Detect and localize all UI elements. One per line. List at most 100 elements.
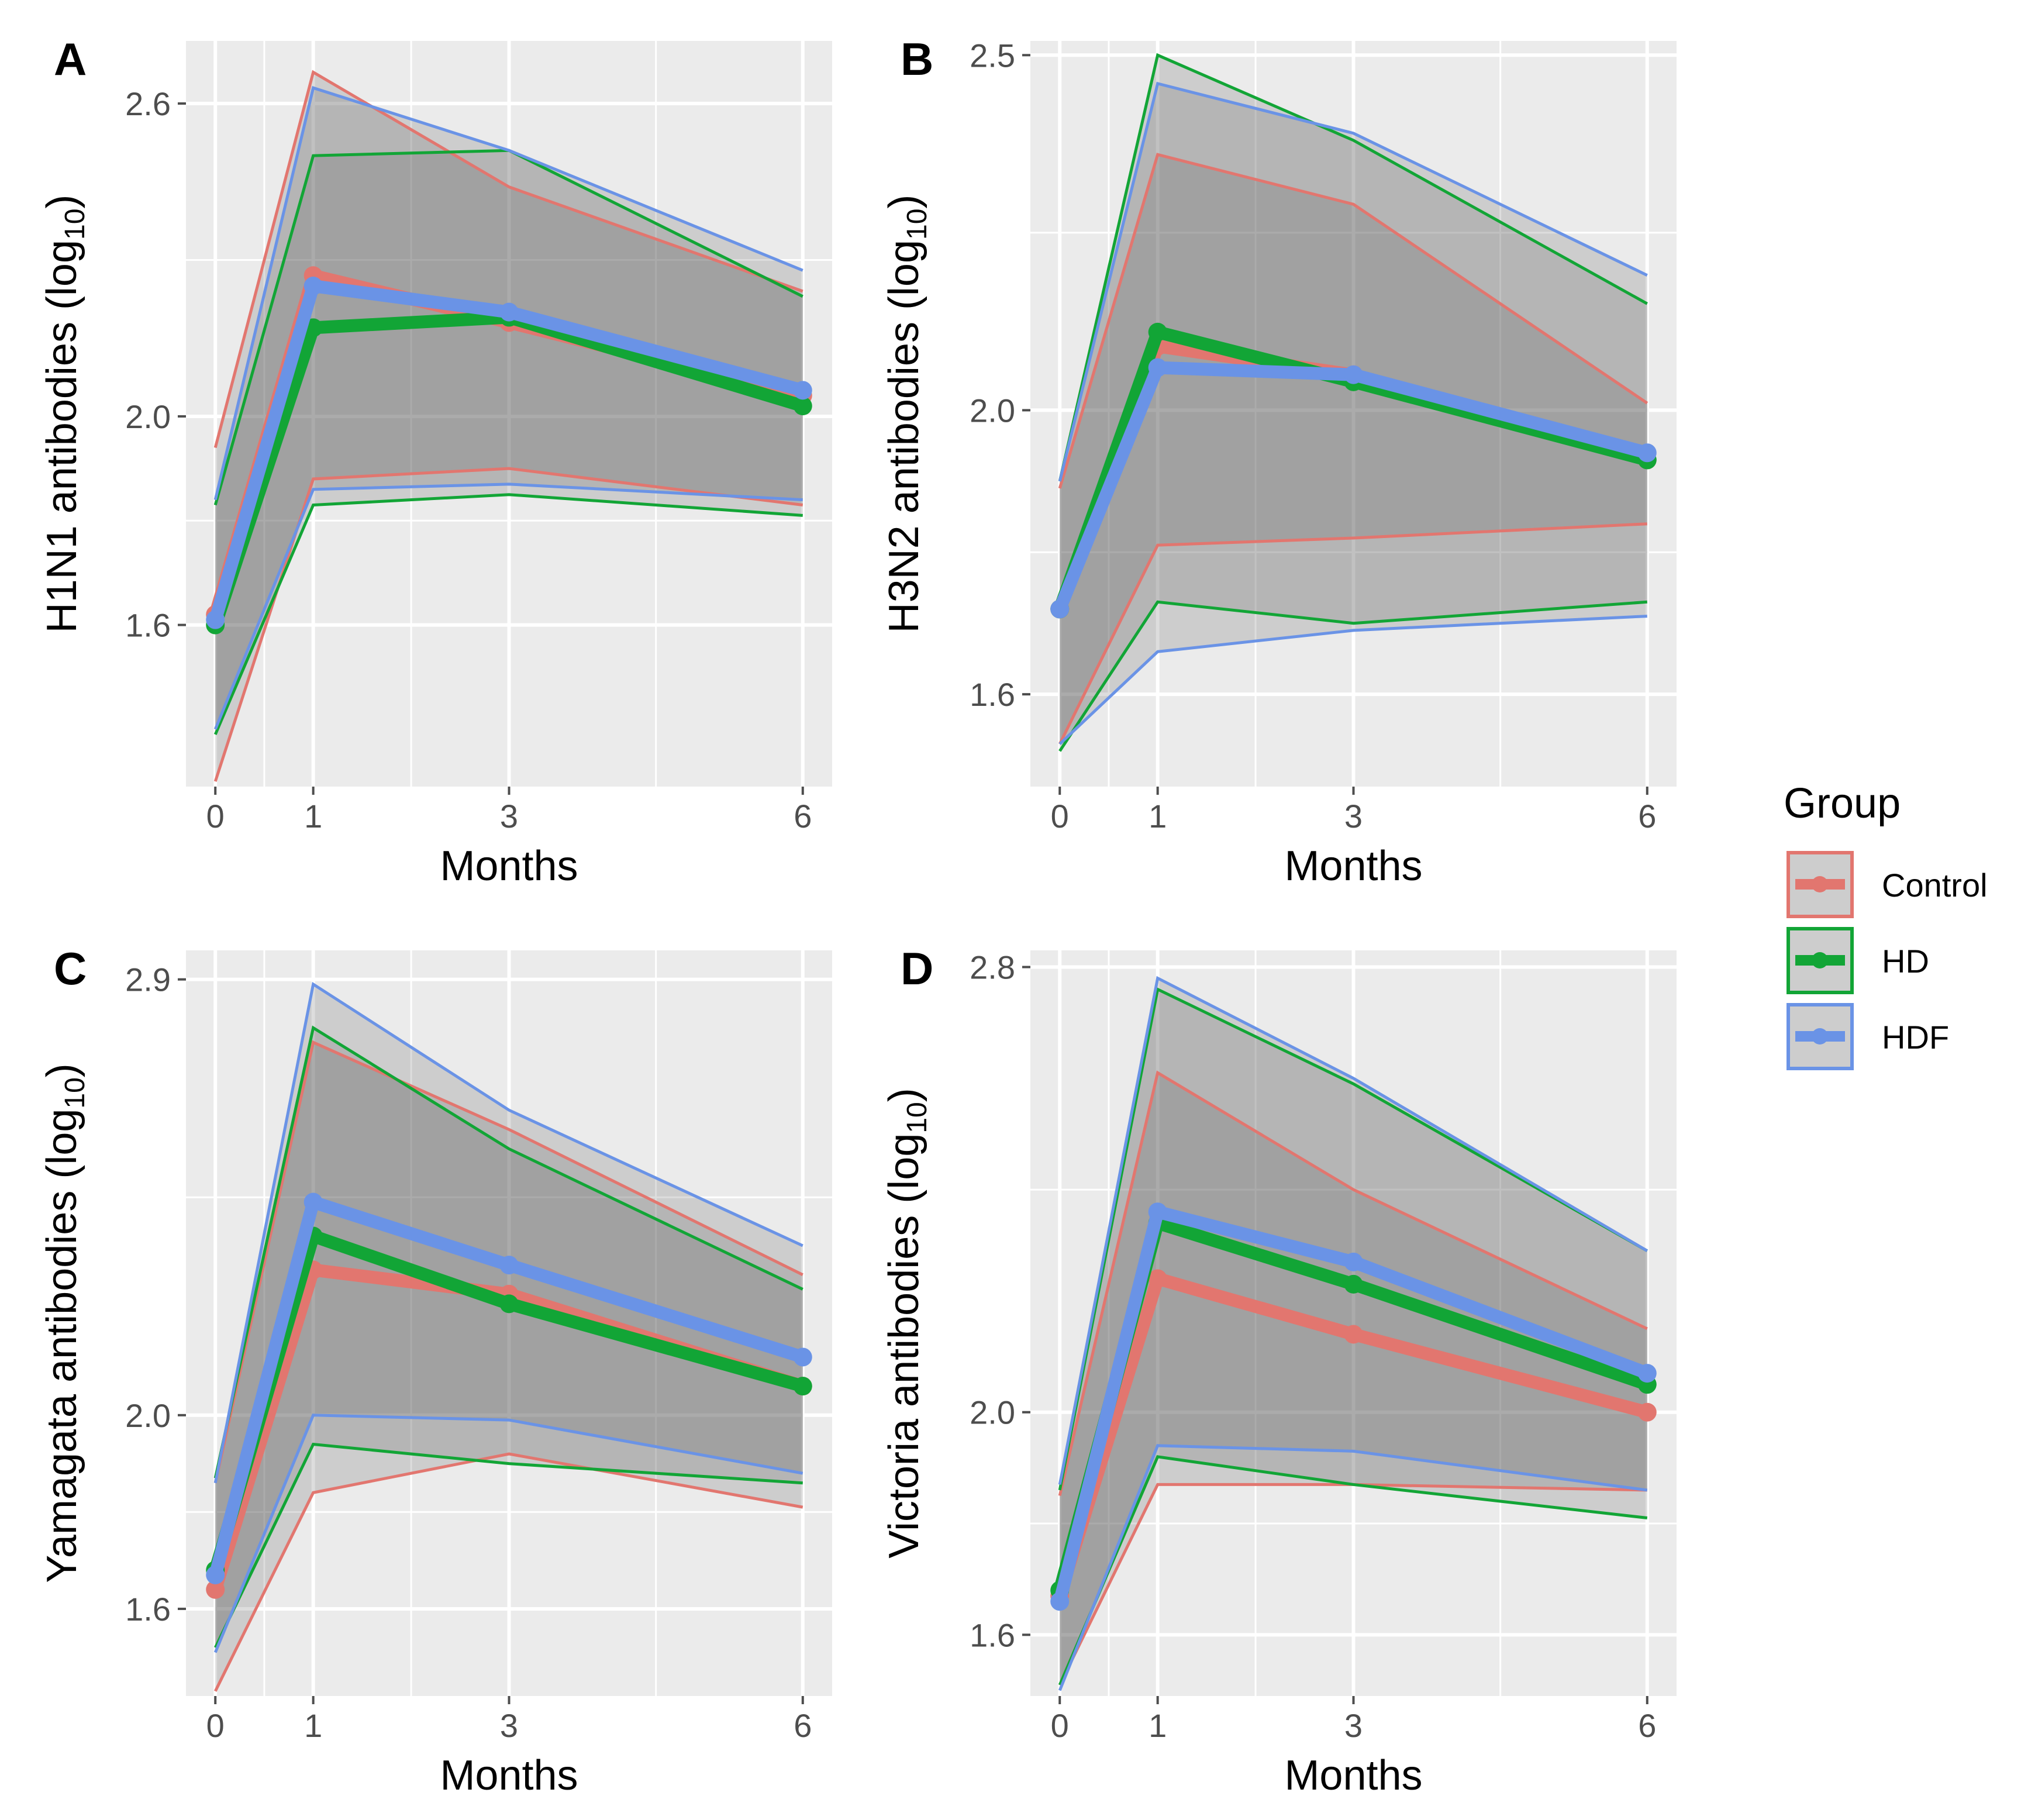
upper-bound-line-control [1058, 1070, 1648, 1497]
panel-b: 0 1 3 6 1.6 2.0 2.5 Months H3N2 antibodies (log1… [881, 33, 1677, 890]
mean-point-hd [793, 397, 812, 416]
y-tick-label: 2.0 [970, 1394, 1015, 1431]
legend-label-hd: HD [1882, 943, 1929, 980]
y-tick-label: 2.0 [125, 398, 171, 435]
panel-label: A [54, 33, 87, 85]
y-tick-label: 1.6 [125, 607, 171, 644]
upper-bound-line-hd [213, 149, 803, 506]
y-axis-title: H3N2 antibodies (log10) [881, 195, 933, 633]
x-tick-label: 1 [304, 1707, 322, 1744]
y-axis-title: Yamagata antibodies (log10) [39, 1063, 91, 1583]
mean-point-hdf [793, 1347, 812, 1367]
mean-point-hdf [1344, 1252, 1363, 1271]
y-axis-title-main: H1N1 antibodies (log [39, 240, 85, 633]
x-tick-label: 3 [1344, 1707, 1363, 1744]
mean-line-hdf [1054, 361, 1649, 612]
mean-line-hdf [1053, 1205, 1650, 1603]
upper-bound-line-hd [213, 1025, 803, 1478]
lower-bound-line-hdf [213, 482, 803, 730]
y-axis-title-close: ) [881, 1088, 927, 1102]
legend-key-point [1812, 952, 1828, 968]
ribbon-control [215, 72, 803, 782]
ribbon-control [1060, 154, 1647, 744]
lower-bound-line-control [213, 467, 803, 782]
x-tick-label: 1 [304, 798, 322, 835]
mean-point-hdf [304, 277, 323, 296]
legend-label-hdf: HDF [1882, 1019, 1949, 1056]
y-axis-title: H1N1 antibodies (log10) [39, 195, 91, 633]
panel-c: 0 1 3 6 1.6 2.0 2.9 Months Yamagata antibodies (… [39, 943, 832, 1799]
legend-key-point [1812, 1028, 1828, 1045]
lower-bound-line-hd [1058, 600, 1647, 752]
ribbon-hdf [215, 88, 803, 729]
mean-point-control [1637, 1402, 1657, 1422]
x-tick-label: 3 [500, 1707, 518, 1744]
mean-point-hd [1148, 322, 1167, 342]
lower-bound-line-control [1058, 1483, 1647, 1686]
x-axis-title: Months [1284, 1752, 1422, 1799]
y-tick-label: 1.6 [125, 1591, 171, 1628]
x-axis-title: Months [1284, 843, 1422, 890]
upper-bound-line-hdf [1058, 976, 1648, 1485]
y-axis-title: Victoria antibodies (log10) [881, 1088, 933, 1558]
mean-line-hd [209, 311, 805, 628]
legend-entry-hd: HD [1787, 927, 1929, 994]
lower-bound-line-hd [213, 1442, 803, 1649]
y-axis-title-subscript: 10 [60, 1077, 91, 1108]
mean-point-hdf [793, 381, 812, 400]
y-axis-title-subscript: 10 [902, 209, 933, 240]
x-tick-label: 6 [794, 798, 812, 835]
legend-key-point [1812, 876, 1828, 892]
y-tick-label: 2.5 [970, 37, 1015, 74]
upper-bound-line-control [1058, 153, 1648, 489]
y-axis-title-main: H3N2 antibodies (log [881, 240, 927, 633]
y-axis-title-subscript: 10 [60, 209, 91, 240]
y-axis-title-close: ) [39, 195, 85, 209]
y-tick-label: 1.6 [970, 1616, 1015, 1653]
lower-bound-line-hdf [213, 1414, 803, 1653]
panel-d: 0 1 3 6 1.6 2.0 2.8 Months Victoria antibodies (… [881, 943, 1677, 1799]
x-axis-title: Months [440, 1752, 578, 1799]
legend-label-control: Control [1882, 867, 1988, 904]
mean-point-hdf [1148, 358, 1167, 377]
legend-keys: Control HD HDF [1787, 851, 1988, 1070]
x-tick-label: 1 [1149, 1707, 1167, 1744]
lower-bound-line-hdf [1058, 1444, 1648, 1691]
lower-bound-line-hd [213, 493, 803, 735]
mean-point-hdf [1148, 1202, 1167, 1222]
legend-entry-control: Control [1787, 851, 1988, 918]
mean-point-hd [793, 1377, 812, 1396]
upper-bound-line-hdf [1058, 81, 1648, 482]
mean-point-hdf [499, 1256, 519, 1275]
lower-bound-line-control [1058, 522, 1647, 745]
upper-bound-line-hd [1058, 53, 1648, 482]
mean-point-hdf [1637, 443, 1657, 463]
upper-bound-line-hd [1058, 987, 1648, 1491]
mean-line-control [1053, 1272, 1649, 1598]
x-tick-label: 0 [1051, 1707, 1069, 1744]
mean-point-hdf [304, 1192, 323, 1212]
upper-bound-line-hdf [213, 981, 803, 1484]
y-tick-label: 2.8 [970, 949, 1015, 986]
y-tick-label: 2.0 [970, 392, 1015, 429]
ribbon-control [215, 1042, 803, 1691]
y-tick-label: 2.6 [125, 85, 171, 122]
mean-line-hdf [209, 280, 805, 622]
upper-bound-line-control [213, 70, 803, 449]
lower-bound-line-control [213, 1452, 803, 1692]
panel-label: D [901, 943, 933, 994]
y-axis-title-close: ) [881, 195, 927, 209]
ribbon-hd [1060, 55, 1647, 752]
y-tick-label: 2.9 [125, 961, 171, 998]
mean-point-hdf [499, 302, 519, 322]
lower-bound-line-hdf [1058, 615, 1647, 745]
x-axis-title: Months [440, 843, 578, 890]
x-tick-label: 0 [206, 1707, 225, 1744]
x-tick-label: 3 [500, 798, 518, 835]
mean-point-control [1344, 1325, 1363, 1344]
x-tick-label: 6 [1638, 1707, 1656, 1744]
x-tick-label: 1 [1149, 798, 1167, 835]
mean-point-hd [1344, 1274, 1363, 1294]
